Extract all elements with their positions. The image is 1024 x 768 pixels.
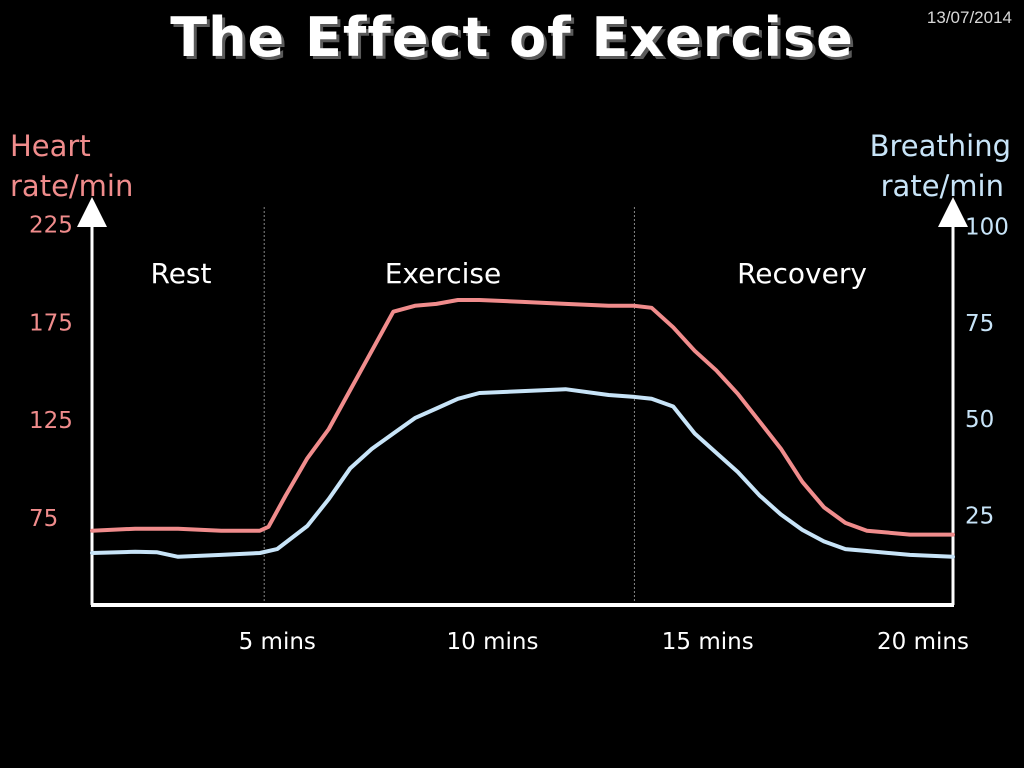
left-tick-label: 225 — [29, 213, 73, 239]
left-axis-title-line: Heart — [10, 129, 91, 163]
x-tick-label: 10 mins — [447, 629, 539, 655]
phase-label-rest: Rest — [151, 257, 212, 290]
right-axis-title-line: rate/min — [881, 169, 1004, 203]
right-tick-label: 75 — [965, 311, 994, 337]
right-tick-label: 50 — [965, 407, 994, 433]
heart-rate-line — [90, 298, 955, 537]
breathing-rate-line — [90, 387, 955, 559]
slide-date: 13/07/2014 — [926, 8, 1012, 27]
slide-title: The Effect of Exercise — [170, 6, 854, 69]
x-tick-label: 20 mins — [877, 629, 969, 655]
left-tick-label: 75 — [29, 506, 58, 532]
left-tick-label: 125 — [29, 408, 73, 434]
x-tick-label: 5 mins — [239, 629, 316, 655]
x-tick-label: 15 mins — [662, 629, 754, 655]
right-tick-label: 25 — [965, 503, 994, 529]
phase-label-exercise: Exercise — [385, 257, 502, 290]
right-tick-label: 100 — [965, 214, 1009, 240]
left-tick-label: 175 — [29, 310, 73, 336]
phase-label-recovery: Recovery — [737, 257, 867, 290]
left-axis-title-line: rate/min — [10, 169, 133, 203]
right-axis-title-line: Breathing — [870, 129, 1011, 163]
